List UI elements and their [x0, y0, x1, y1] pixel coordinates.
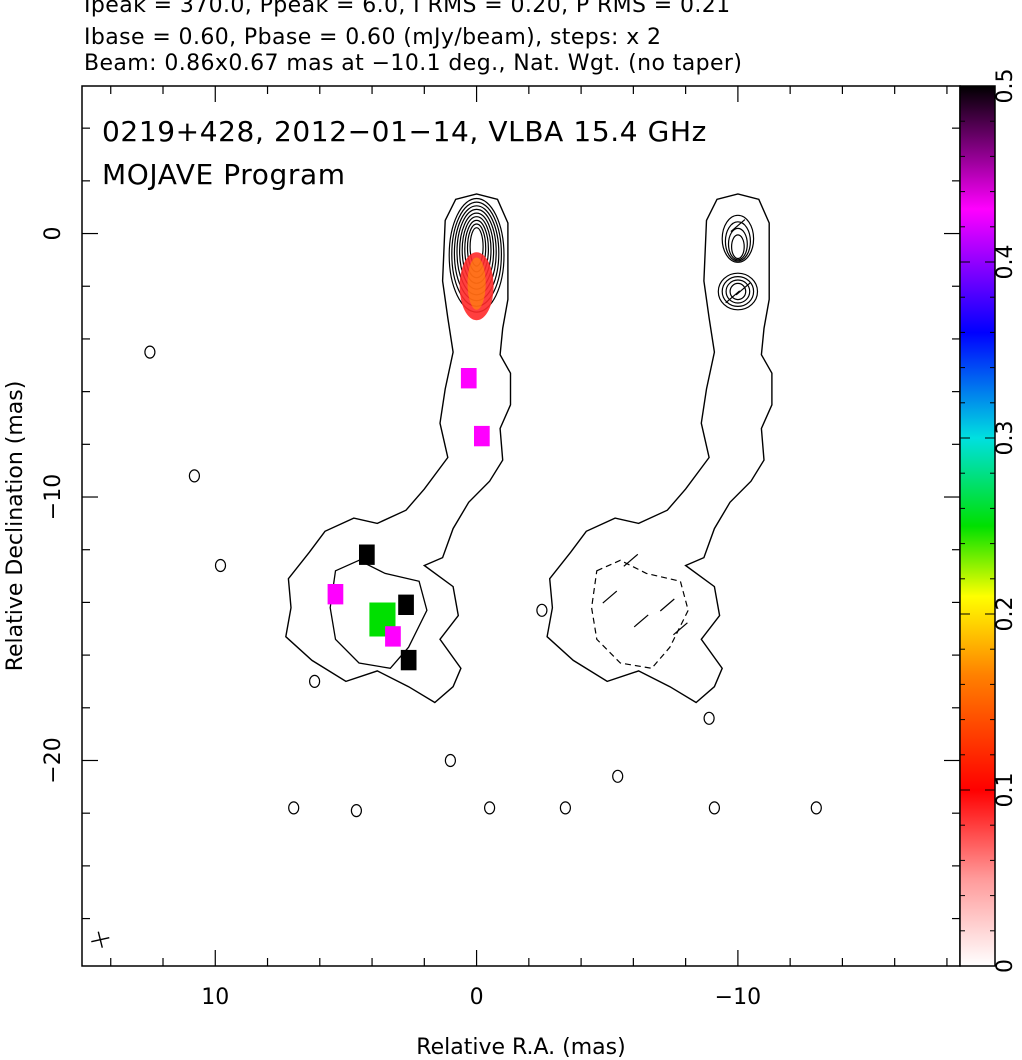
y-tick-label: −10	[41, 474, 66, 520]
colorbar	[959, 85, 996, 967]
contour-pol-knot	[721, 276, 755, 308]
beam-minor-axis	[97, 931, 103, 948]
polarization-knot	[398, 594, 414, 615]
y-tick-label: −20	[41, 737, 66, 783]
x-axis-label: Relative R.A. (mas)	[416, 1035, 625, 1060]
contour-noise	[484, 801, 496, 815]
y-axis-label: Relative Declination (mas)	[3, 381, 28, 672]
contour-outer-polarization-panel	[546, 193, 773, 704]
x-tick-label: −10	[715, 985, 761, 1010]
colorbar-tick-label: 0	[993, 959, 1018, 973]
polarization-knot	[400, 649, 417, 671]
contour-noise	[810, 801, 822, 815]
x-tick-label: 0	[470, 985, 484, 1010]
contour-noise	[188, 469, 200, 483]
axes: 10 0 −10 0 −10 −20	[41, 86, 960, 1010]
plot-annotation-program: MOJAVE Program	[102, 158, 346, 191]
colorbar-tick-label: 0.4	[993, 245, 1018, 280]
polarization-knot	[327, 584, 344, 605]
contour-noise	[708, 801, 721, 815]
plot-area	[91, 193, 822, 948]
contour-pol-core	[731, 234, 745, 260]
polarization-knot	[359, 544, 375, 565]
evpa-stick	[730, 219, 746, 233]
colorbar-tick-label: 0.2	[993, 597, 1018, 632]
contour-noise	[703, 711, 715, 725]
evpa-stick	[633, 614, 649, 628]
contour-noise	[612, 769, 624, 783]
contour-noise	[444, 753, 456, 768]
plot-frame	[81, 85, 961, 967]
evpa-stick	[623, 553, 639, 567]
header-line-1: Ipeak = 370.0, Ppeak = 6.0, I RMS = 0.20…	[84, 0, 731, 18]
contour-noise	[350, 803, 362, 818]
header-line-3: Beam: 0.86x0.67 mas at −10.1 deg., Nat. …	[84, 51, 743, 76]
contour-pol-knot	[729, 282, 747, 301]
colorbar-tick-label: 0.1	[993, 773, 1018, 808]
evpa-stick	[602, 590, 618, 604]
polarization-knot	[385, 626, 401, 647]
polarization-knot-core-inner	[467, 257, 486, 310]
contour-outer-intensity	[285, 193, 512, 704]
evpa-stick	[659, 598, 675, 612]
colorbar-axis: 0 0.1 0.2 0.3 0.4 0.5	[960, 69, 1018, 973]
contour-lobe-intensity	[329, 559, 428, 670]
contour-noise	[214, 558, 227, 573]
contour-lobe-polarization-panel	[590, 559, 689, 669]
x-tick-label: 10	[201, 985, 229, 1010]
contour-noise	[288, 801, 300, 815]
colorbar-tick-label: 0.5	[993, 69, 1018, 104]
contour-noise	[536, 603, 548, 617]
contour-pol-core	[727, 227, 748, 261]
header-line-2: Ibase = 0.60, Pbase = 0.60 (mJy/beam), s…	[84, 25, 662, 50]
evpa-stick	[725, 290, 741, 304]
contour-pol-knot	[717, 272, 759, 311]
polarization-knot	[460, 368, 477, 389]
contour-noise	[144, 345, 156, 359]
evpa-stick	[673, 622, 688, 636]
contour-noise	[309, 674, 321, 689]
contour-pol-knot	[725, 279, 751, 304]
polarization-knot	[474, 425, 490, 447]
contour-pol-core	[724, 221, 752, 262]
plot-annotation-title: 0219+428, 2012−01−14, VLBA 15.4 GHz	[102, 115, 707, 148]
contour-noise	[559, 801, 572, 815]
evpa-stick	[735, 282, 751, 296]
y-tick-label: 0	[41, 227, 66, 241]
colorbar-tick-label: 0.3	[993, 421, 1018, 456]
contour-pol-core	[721, 214, 755, 263]
